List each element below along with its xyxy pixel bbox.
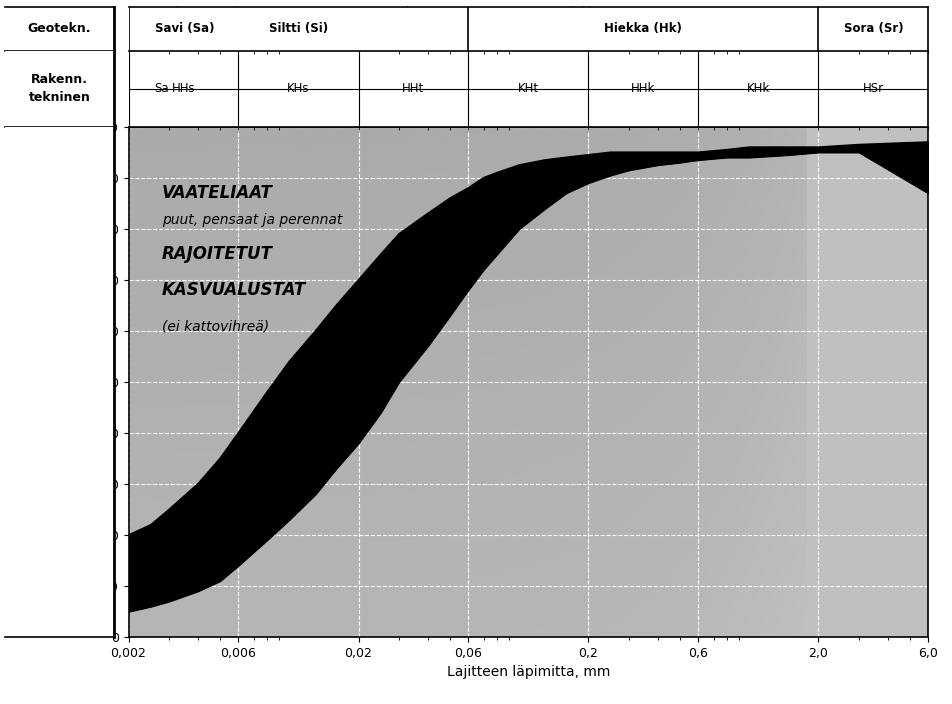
Text: Sora (Sr): Sora (Sr) xyxy=(843,23,903,35)
Y-axis label: Läpäisy- %: Läpäisy- % xyxy=(75,344,89,420)
Text: tekninen: tekninen xyxy=(29,92,90,104)
Text: Hiekka: Hiekka xyxy=(564,6,604,19)
Text: Savi (Sa): Savi (Sa) xyxy=(155,23,214,35)
Text: KHt: KHt xyxy=(518,82,539,95)
Text: Siltti (Si): Siltti (Si) xyxy=(268,23,327,35)
Text: (ei kattovihreä): (ei kattovihreä) xyxy=(162,320,269,334)
Text: HHt: HHt xyxy=(403,82,425,95)
Text: Hiekka (Hk): Hiekka (Hk) xyxy=(605,23,683,35)
Text: Geotekn.: Geotekn. xyxy=(28,23,91,35)
Text: Hieta: Hieta xyxy=(398,6,429,19)
Text: Rakenn.: Rakenn. xyxy=(31,73,88,86)
Text: HHk: HHk xyxy=(631,82,656,95)
Text: Sora: Sora xyxy=(800,6,826,19)
Text: KHs: KHs xyxy=(288,82,309,95)
Text: Savi: Savi xyxy=(155,6,180,19)
X-axis label: Lajitteen läpimitta, mm: Lajitteen läpimitta, mm xyxy=(446,665,610,679)
Text: KASVUALUSTAT: KASVUALUSTAT xyxy=(162,281,307,299)
Text: HSr: HSr xyxy=(863,82,883,95)
Text: HHs: HHs xyxy=(171,82,195,95)
Text: RAJOITETUT: RAJOITETUT xyxy=(162,246,273,263)
Text: Hiesu: Hiesu xyxy=(227,6,260,19)
Text: Sa: Sa xyxy=(155,82,169,95)
Text: puut, pensaat ja perennat: puut, pensaat ja perennat xyxy=(162,213,343,227)
Text: VAATELIAAT: VAATELIAAT xyxy=(162,184,273,202)
Text: KHk: KHk xyxy=(746,82,770,95)
